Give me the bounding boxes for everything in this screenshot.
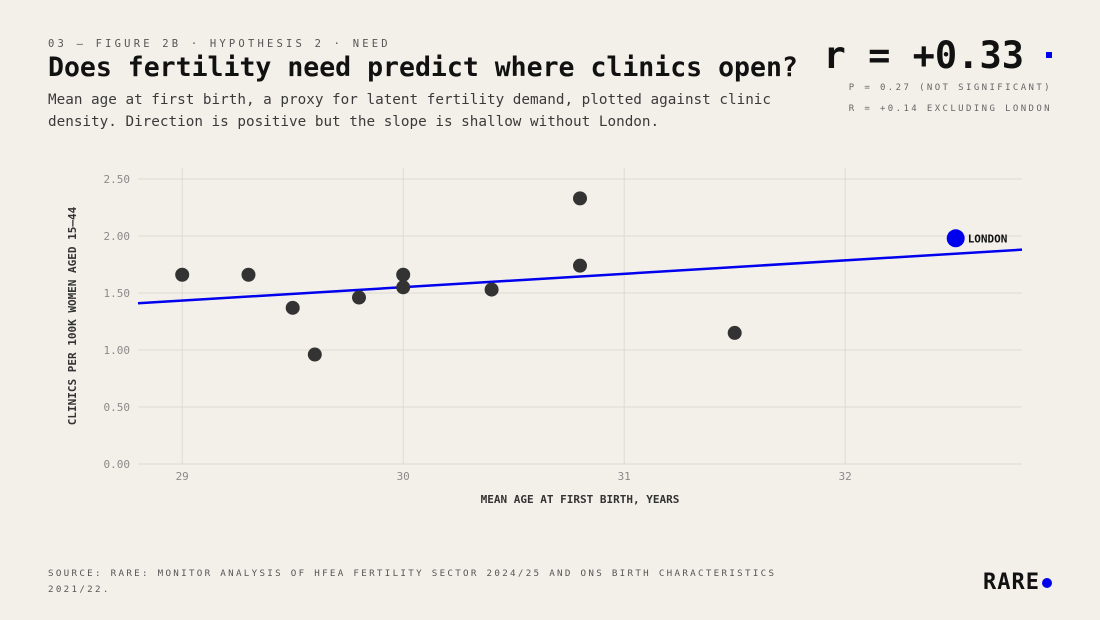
correlation-stat: r = +0.33 P = 0.27 (NOT SIGNIFICANT) R =… [824, 34, 1052, 120]
data-point [175, 267, 190, 282]
data-point [307, 347, 322, 362]
accent-square-icon [1046, 52, 1052, 58]
data-point [285, 300, 300, 315]
data-point [241, 267, 256, 282]
subtitle: Mean age at first birth, a proxy for lat… [48, 92, 772, 130]
brand-dot-icon [1042, 578, 1052, 588]
data-point [727, 325, 742, 340]
x-tick-label: 31 [618, 470, 631, 483]
trendline [137, 248, 1023, 305]
y-tick-label: 1.00 [104, 344, 131, 357]
x-axis-label: MEAN AGE AT FIRST BIRTH, YEARS [481, 493, 680, 506]
y-tick-label: 2.50 [104, 173, 131, 186]
data-point [396, 280, 411, 295]
source-note: SOURCE: RARE: MONITOR ANALYSIS OF HFEA F… [48, 568, 777, 595]
london-label: LONDON [968, 232, 1008, 245]
brand-name: RARE [983, 570, 1040, 595]
brand-logo: RARE [983, 570, 1052, 595]
page-title: Does fertility need predict where clinic… [48, 52, 798, 83]
data-point [396, 267, 411, 282]
data-point-london [946, 229, 965, 248]
x-tick-label: 29 [176, 470, 189, 483]
data-point [484, 282, 499, 297]
p-value-note: P = 0.27 (NOT SIGNIFICANT) [848, 83, 1052, 93]
data-point [573, 258, 587, 273]
y-tick-label: 2.00 [104, 230, 131, 243]
y-tick-label: 0.00 [104, 458, 131, 471]
data-point [573, 191, 587, 206]
y-tick-label: 0.50 [104, 401, 131, 414]
x-tick-label: 32 [839, 470, 852, 483]
correlation-value: r = +0.33 [823, 34, 1024, 77]
x-tick-label: 30 [397, 470, 410, 483]
excluding-london-note: R = +0.14 EXCLUDING LONDON [848, 104, 1052, 114]
y-tick-label: 1.50 [104, 287, 131, 300]
eyebrow: 03 — FIGURE 2B · HYPOTHESIS 2 · NEED [48, 38, 391, 50]
data-points: LONDON [175, 191, 1008, 362]
grid [138, 168, 1022, 465]
tick-labels: 0.00 0.50 1.00 1.50 2.00 2.50 29 30 31 32 [104, 173, 852, 483]
data-point [352, 290, 366, 305]
correlation-value-row: r = +0.33 [824, 34, 1052, 78]
y-axis-label: CLINICS PER 100K WOMEN AGED 15–44 [66, 206, 79, 425]
